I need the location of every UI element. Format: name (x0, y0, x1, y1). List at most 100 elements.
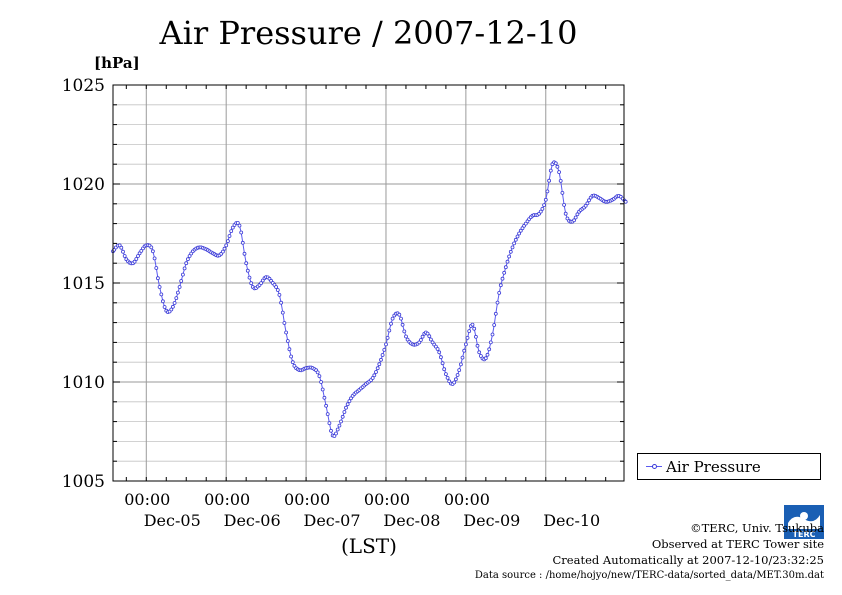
data-point (442, 367, 447, 372)
data-point (427, 334, 432, 339)
data-point (502, 270, 507, 275)
data-point (275, 288, 280, 292)
data-point (172, 301, 177, 305)
data-point (224, 243, 229, 248)
data-point (347, 399, 352, 404)
data-point (510, 245, 515, 250)
data-point (370, 376, 375, 380)
grid-lines (113, 85, 624, 481)
copyright-text: ©TERC, Univ. Tsukuba (690, 521, 824, 535)
data-point (585, 201, 590, 206)
data-point (340, 414, 345, 419)
data-point (515, 234, 520, 239)
data-point (487, 347, 492, 352)
data-point (280, 310, 285, 315)
data-point (160, 299, 165, 304)
data-point (538, 209, 543, 214)
data-point (382, 347, 387, 352)
y-ticks: 1005 1010 1015 1020 1025 (62, 76, 624, 492)
data-point (557, 170, 561, 175)
data-point (387, 328, 392, 333)
y-unit-label: [hPa] (94, 54, 140, 72)
data-point (132, 259, 137, 264)
x-date-label: Dec-07 (304, 511, 361, 530)
data-point (573, 215, 578, 220)
data-point (184, 261, 189, 266)
data-point (379, 357, 383, 362)
data-point (154, 266, 159, 270)
data-point (404, 334, 408, 339)
data-point (277, 292, 282, 297)
created-text: Created Automatically at 2007-12-10/23:3… (552, 553, 825, 567)
data-point (169, 307, 174, 312)
data-point (542, 203, 546, 208)
legend-label: Air Pressure (666, 458, 761, 476)
data-point (558, 178, 563, 183)
data-point (475, 343, 480, 348)
data-point (507, 254, 512, 259)
data-point (457, 368, 462, 373)
logo-text: TERC (793, 530, 816, 539)
data-point (477, 350, 482, 355)
data-point (445, 375, 450, 380)
data-point (259, 281, 264, 286)
y-tick-label: 1010 (62, 373, 105, 393)
data-point (345, 402, 350, 407)
data-point (119, 245, 124, 250)
data-point (472, 326, 477, 331)
data-point (543, 197, 548, 202)
data-point (372, 373, 377, 378)
data-point (230, 225, 235, 230)
data-point (139, 248, 144, 253)
data-point (377, 362, 382, 367)
data-point (500, 276, 505, 281)
data-point (400, 322, 405, 327)
data-point (389, 321, 393, 326)
data-point (390, 316, 395, 321)
data-point (548, 168, 553, 173)
series-line (112, 161, 627, 437)
x-date-label: Dec-08 (383, 511, 440, 530)
data-point (342, 410, 347, 414)
data-point (443, 372, 448, 377)
x-time-tick-label: 00:00 (364, 490, 410, 509)
data-point (565, 216, 570, 221)
data-point (397, 312, 402, 317)
data-point (505, 259, 510, 264)
data-point (497, 290, 502, 295)
x-time-tick-label: 00:00 (444, 490, 490, 509)
data-point (465, 335, 470, 340)
data-point (555, 164, 560, 169)
y-tick-label: 1025 (62, 76, 105, 96)
data-point (227, 234, 232, 238)
data-point (418, 338, 423, 342)
data-point (545, 189, 550, 194)
x-time-tick-label: 00:00 (204, 490, 250, 509)
data-point (155, 276, 160, 281)
data-point (242, 251, 247, 256)
chart-title: Air Pressure / 2007-12-10 (159, 14, 578, 52)
data-point (435, 347, 440, 351)
data-point (317, 374, 322, 379)
data-point (122, 254, 127, 258)
data-point (290, 360, 295, 365)
x-date-label: Dec-05 (144, 511, 201, 530)
data-point (518, 228, 523, 233)
data-point (560, 190, 565, 195)
x-date-label: Dec-09 (463, 511, 520, 530)
data-point (402, 329, 407, 334)
data-point (244, 261, 249, 266)
data-point (175, 290, 180, 295)
data-point (563, 211, 568, 216)
data-point (121, 249, 125, 254)
data-point (463, 342, 468, 347)
data-point (503, 265, 508, 270)
data-point (180, 272, 185, 277)
data-point (437, 350, 442, 355)
credits-block: ©TERC, Univ. Tsukuba Observed at TERC To… (475, 520, 824, 584)
data-point (452, 380, 457, 385)
data-point (274, 285, 279, 289)
data-point (547, 178, 551, 183)
data-point (493, 311, 498, 316)
